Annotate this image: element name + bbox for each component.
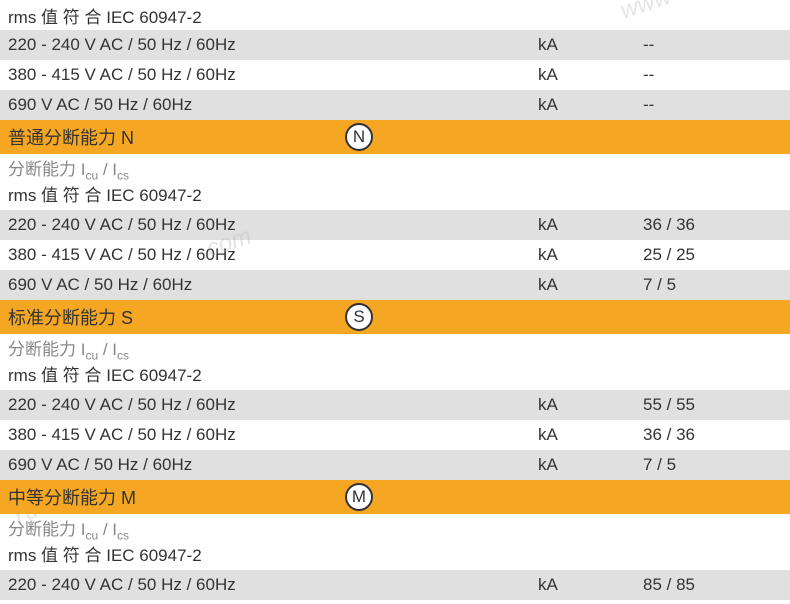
- value-label: 25 / 25: [643, 245, 790, 265]
- voltage-label: 690 V AC / 50 Hz / 60Hz: [8, 455, 538, 475]
- unit-label: kA: [538, 35, 643, 55]
- table-row: 220 - 240 V AC / 50 Hz / 60Hz kA 85 / 85: [0, 570, 790, 600]
- value-label: --: [643, 35, 790, 55]
- spec-table: www .com Yu rms 值 符 合 IEC 60947-2 220 - …: [0, 0, 790, 600]
- table-row: 220 - 240 V AC / 50 Hz / 60Hz kA 55 / 55: [0, 390, 790, 420]
- badge-s-icon: S: [345, 303, 373, 331]
- rms-label: rms 值 符 合 IEC 60947-2: [8, 3, 538, 28]
- unit-label: kA: [538, 65, 643, 85]
- voltage-label: 380 - 415 V AC / 50 Hz / 60Hz: [8, 425, 538, 445]
- voltage-label: 220 - 240 V AC / 50 Hz / 60Hz: [8, 215, 538, 235]
- unit-label: kA: [538, 395, 643, 415]
- rms-label: rms 值 符 合 IEC 60947-2: [8, 364, 782, 388]
- table-row: 690 V AC / 50 Hz / 60Hz kA --: [0, 90, 790, 120]
- voltage-label: 380 - 415 V AC / 50 Hz / 60Hz: [8, 245, 538, 265]
- unit-label: kA: [538, 575, 643, 595]
- badge-m-icon: M: [345, 483, 373, 511]
- voltage-label: 380 - 415 V AC / 50 Hz / 60Hz: [8, 65, 538, 85]
- section-subheader: 分断能力 Icu / Ics rms 值 符 合 IEC 60947-2: [0, 154, 790, 210]
- table-row: 380 - 415 V AC / 50 Hz / 60Hz kA 36 / 36: [0, 420, 790, 450]
- value-label: 36 / 36: [643, 215, 790, 235]
- table-row: 220 - 240 V AC / 50 Hz / 60Hz kA --: [0, 30, 790, 60]
- table-row: 380 - 415 V AC / 50 Hz / 60Hz kA 25 / 25: [0, 240, 790, 270]
- section-header-s: 标准分断能力 S S: [0, 300, 790, 334]
- section-title: 中等分断能力 M: [8, 484, 136, 510]
- top-header-row: rms 值 符 合 IEC 60947-2: [0, 0, 790, 30]
- section-header-n: 普通分断能力 N N: [0, 120, 790, 154]
- section-subheader: 分断能力 Icu / Ics rms 值 符 合 IEC 60947-2: [0, 514, 790, 570]
- unit-label: kA: [538, 215, 643, 235]
- value-label: --: [643, 65, 790, 85]
- section-title: 普通分断能力 N: [8, 124, 134, 150]
- value-label: 55 / 55: [643, 395, 790, 415]
- value-label: 85 / 85: [643, 575, 790, 595]
- value-label: --: [643, 95, 790, 115]
- badge-n-icon: N: [345, 123, 373, 151]
- unit-label: kA: [538, 275, 643, 295]
- value-label: 7 / 5: [643, 275, 790, 295]
- breaking-capacity-label: 分断能力 Icu / Ics: [8, 158, 782, 184]
- unit-label: kA: [538, 95, 643, 115]
- table-row: 690 V AC / 50 Hz / 60Hz kA 7 / 5: [0, 450, 790, 480]
- rms-label: rms 值 符 合 IEC 60947-2: [8, 184, 782, 208]
- section-header-m: 中等分断能力 M M: [0, 480, 790, 514]
- voltage-label: 690 V AC / 50 Hz / 60Hz: [8, 275, 538, 295]
- voltage-label: 690 V AC / 50 Hz / 60Hz: [8, 95, 538, 115]
- table-row: 220 - 240 V AC / 50 Hz / 60Hz kA 36 / 36: [0, 210, 790, 240]
- unit-label: kA: [538, 455, 643, 475]
- table-row: 690 V AC / 50 Hz / 60Hz kA 7 / 5: [0, 270, 790, 300]
- breaking-capacity-label: 分断能力 Icu / Ics: [8, 518, 782, 544]
- breaking-capacity-label: 分断能力 Icu / Ics: [8, 338, 782, 364]
- table-row: 380 - 415 V AC / 50 Hz / 60Hz kA --: [0, 60, 790, 90]
- voltage-label: 220 - 240 V AC / 50 Hz / 60Hz: [8, 35, 538, 55]
- section-subheader: 分断能力 Icu / Ics rms 值 符 合 IEC 60947-2: [0, 334, 790, 390]
- voltage-label: 220 - 240 V AC / 50 Hz / 60Hz: [8, 395, 538, 415]
- unit-label: kA: [538, 245, 643, 265]
- section-title: 标准分断能力 S: [8, 304, 133, 330]
- unit-label: kA: [538, 425, 643, 445]
- value-label: 36 / 36: [643, 425, 790, 445]
- rms-label: rms 值 符 合 IEC 60947-2: [8, 544, 782, 568]
- value-label: 7 / 5: [643, 455, 790, 475]
- voltage-label: 220 - 240 V AC / 50 Hz / 60Hz: [8, 575, 538, 595]
